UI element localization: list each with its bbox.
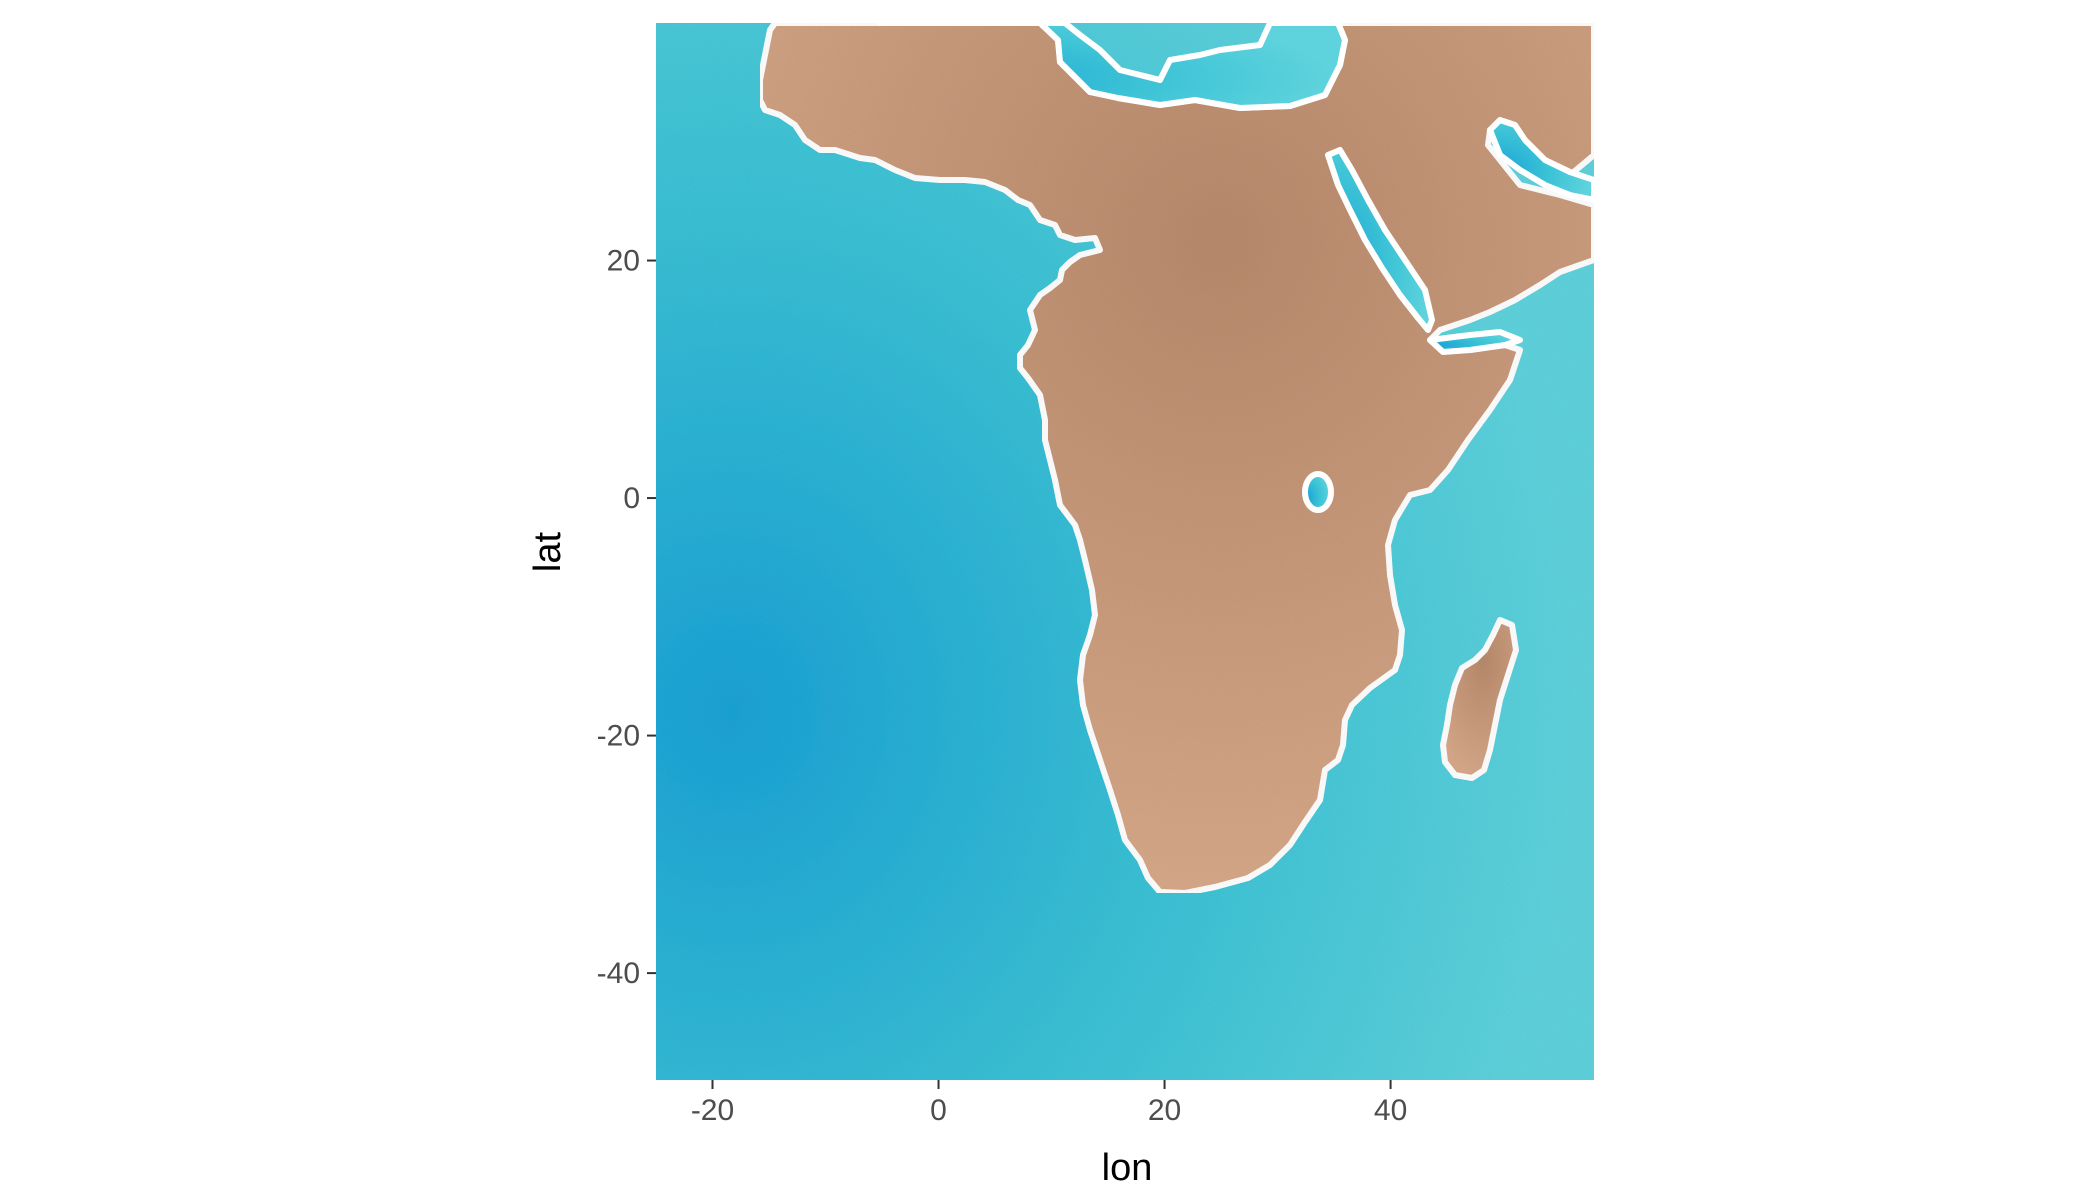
water-bodies: [877, 23, 1594, 513]
x-tick-label: -20: [691, 1094, 734, 1127]
y-tick-label: -40: [597, 957, 640, 990]
x-axis-ticks: -20 0 20 40: [691, 1080, 1407, 1127]
y-axis-ticks: 20 0 -20 -40: [597, 245, 656, 990]
x-tick-label: 0: [930, 1094, 947, 1127]
x-axis-title: lon: [1102, 1147, 1153, 1189]
x-tick-label: 20: [1148, 1094, 1181, 1127]
y-axis-title: lat: [527, 531, 569, 572]
madagascar-landmass: [1440, 617, 1519, 781]
y-tick-label: -20: [597, 720, 640, 753]
mediterranean-sea: [877, 23, 1348, 111]
map-panel: [656, 23, 1594, 1080]
y-tick-label: 0: [623, 482, 640, 515]
persian-gulf: [1487, 117, 1594, 203]
lake-victoria: [1302, 471, 1334, 513]
gulf-of-aden: [1427, 329, 1523, 355]
x-tick-label: 40: [1374, 1094, 1407, 1127]
red-sea: [1325, 147, 1435, 333]
y-tick-label: 20: [607, 245, 640, 278]
